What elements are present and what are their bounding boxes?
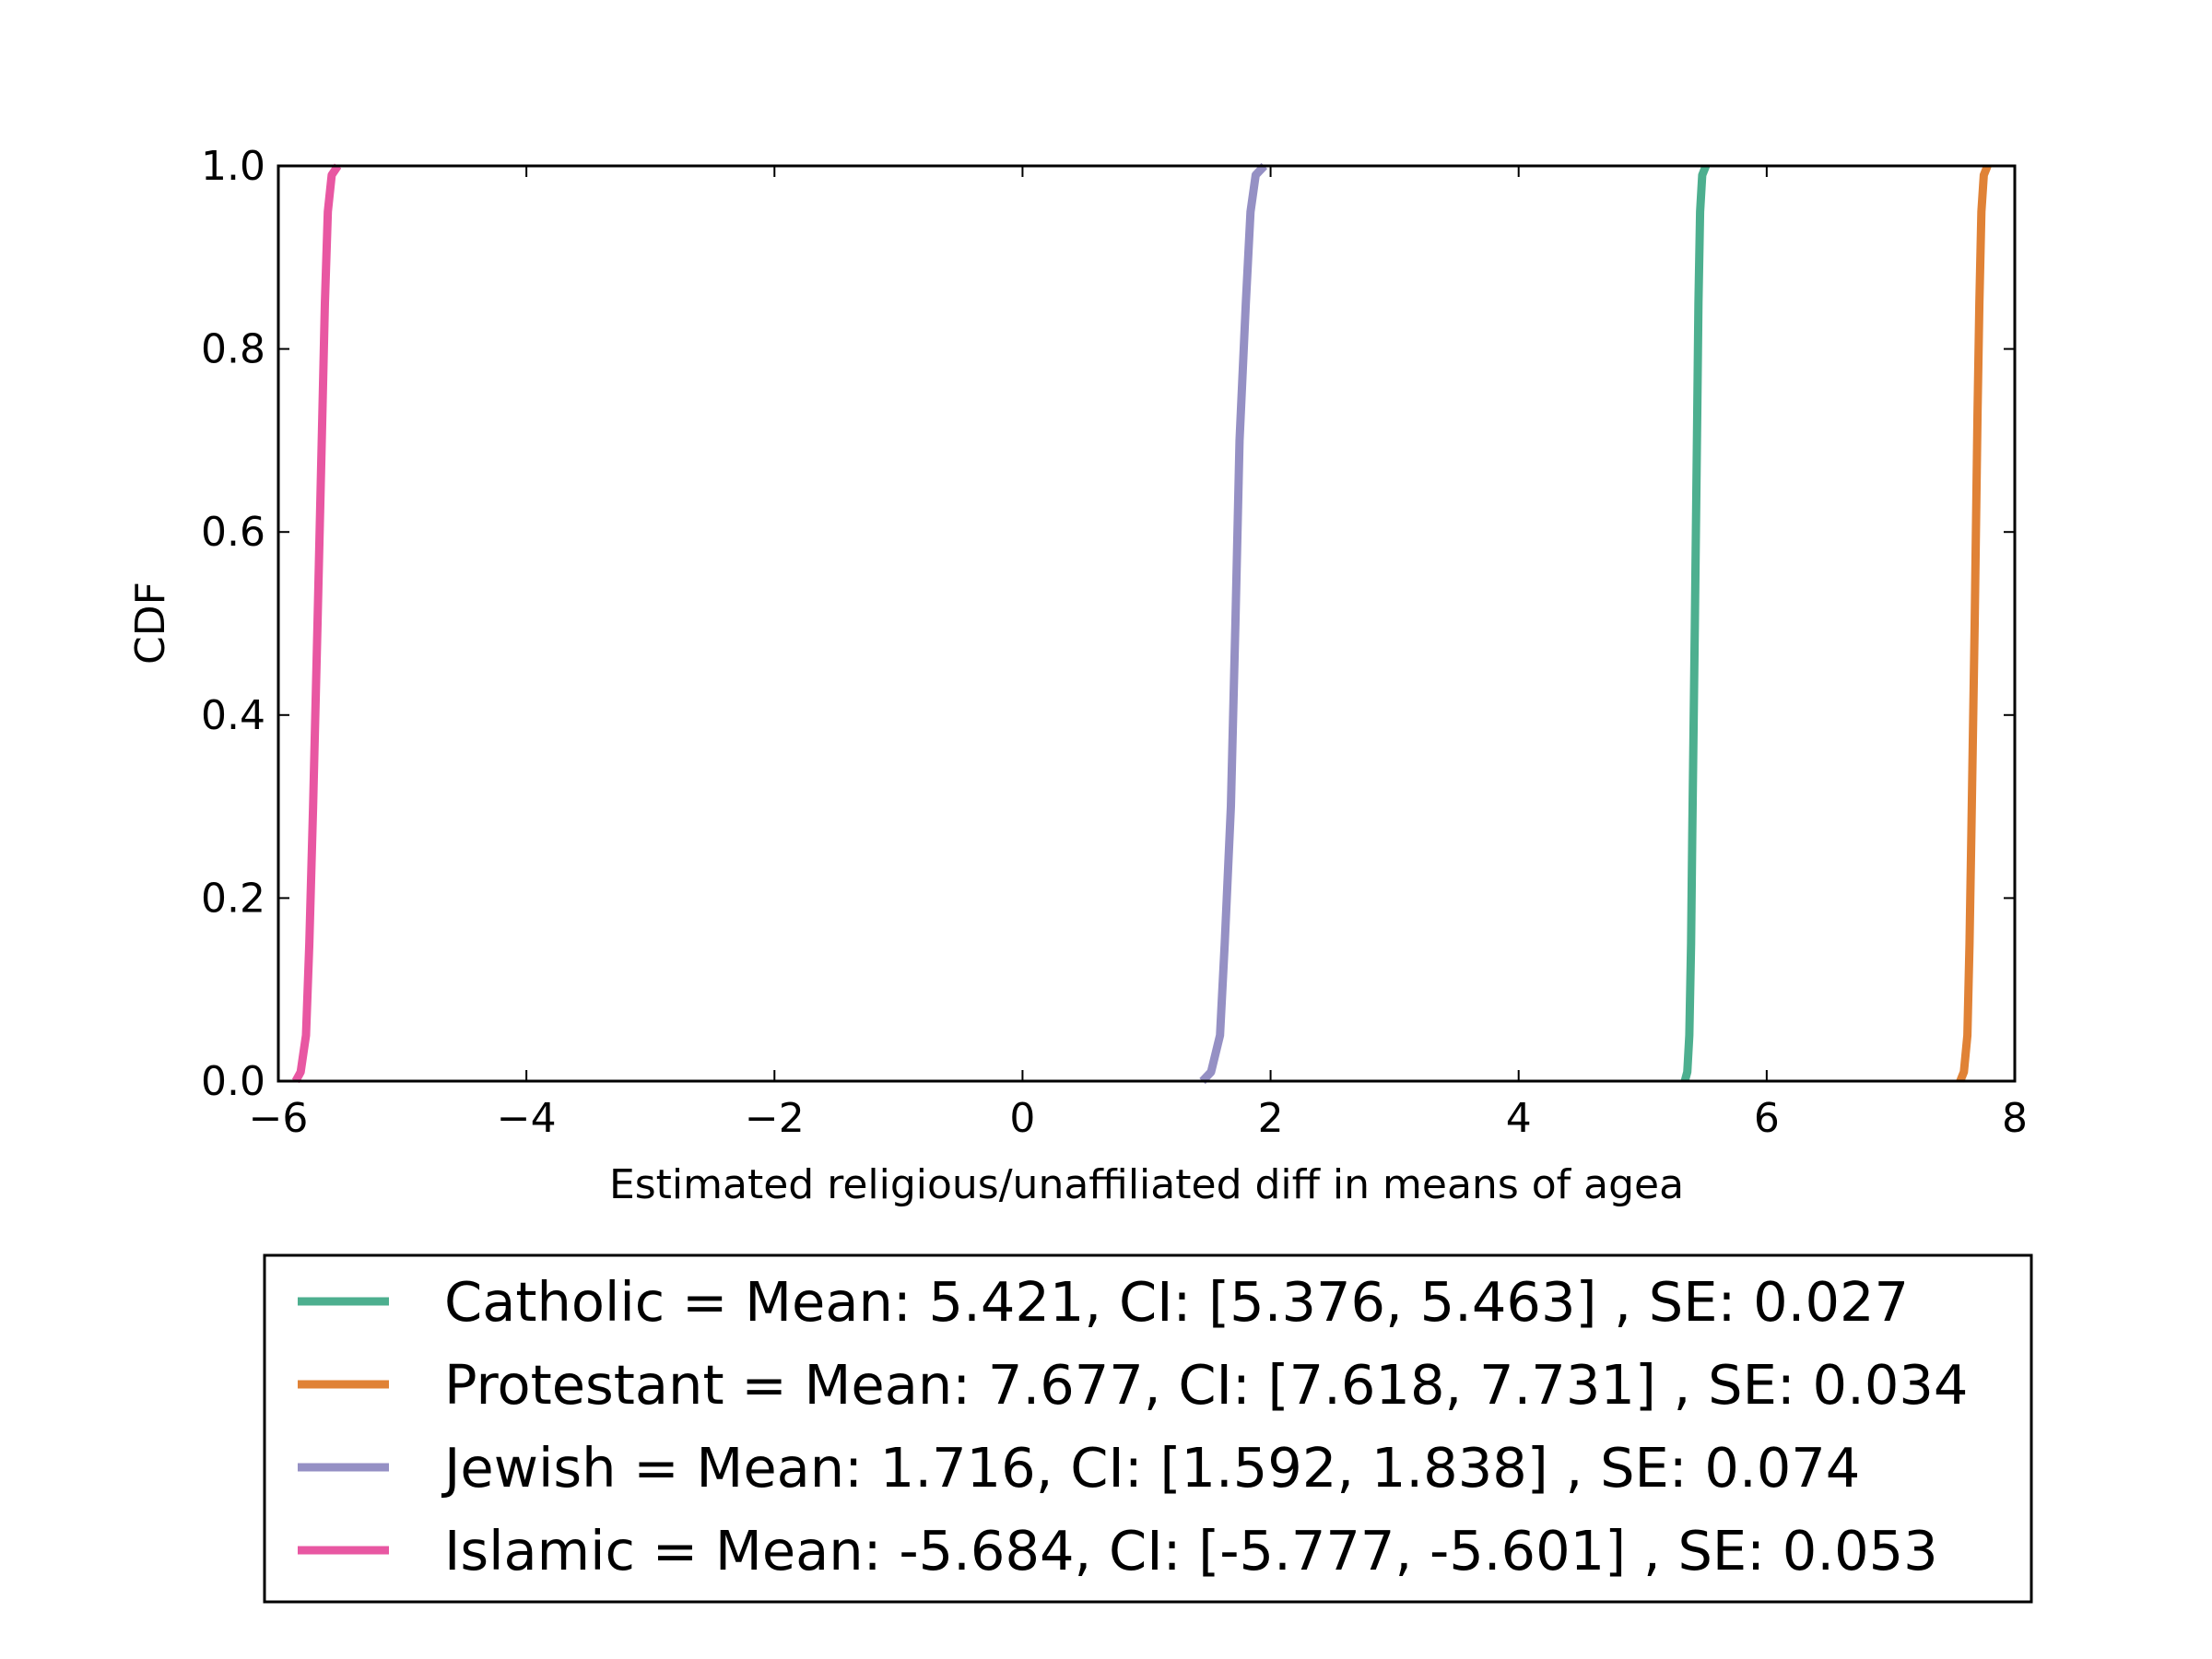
series-line-1 <box>1956 164 1992 1083</box>
legend-label-0: Catholic = Mean: 5.421, CI: [5.376, 5.46… <box>444 1270 1909 1334</box>
legend-box <box>263 1253 2033 1604</box>
y-tick-label: 0.2 <box>201 875 265 922</box>
series-layer <box>291 162 1992 1085</box>
x-tick-label: −6 <box>249 1095 309 1142</box>
y-tick-label: 0.8 <box>201 326 265 373</box>
legend: Catholic = Mean: 5.421, CI: [5.376, 5.46… <box>298 1270 1968 1583</box>
ticks-layer: −6 −4 −2 0 2 4 6 8 0.0 0.2 0.4 0.6 0.8 1.0 <box>201 143 2028 1142</box>
y-tick-label: 0.0 <box>201 1058 265 1105</box>
series-line-2 <box>1199 162 1268 1085</box>
x-tick-label: 6 <box>1754 1095 1780 1142</box>
legend-label-2: Jewish = Mean: 1.716, CI: [1.592, 1.838]… <box>441 1436 1860 1500</box>
x-tick-label: −4 <box>497 1095 557 1142</box>
x-tick-label: 8 <box>2002 1095 2028 1142</box>
x-tick-label: 2 <box>1258 1095 1284 1142</box>
legend-label-1: Protestant = Mean: 7.677, CI: [7.618, 7.… <box>444 1353 1968 1417</box>
legend-label-3: Islamic = Mean: -5.684, CI: [-5.777, -5.… <box>444 1519 1938 1583</box>
y-tick-label: 1.0 <box>201 143 265 190</box>
plot-frame <box>276 164 2017 1083</box>
y-tick-label: 0.6 <box>201 509 265 556</box>
x-tick-label: 0 <box>1009 1095 1035 1142</box>
y-tick-label: 0.4 <box>201 692 265 739</box>
series-line-3 <box>291 163 342 1084</box>
y-axis-label: CDF <box>127 582 174 665</box>
x-tick-label: 4 <box>1506 1095 1532 1142</box>
x-axis-label: Estimated religious/unaffiliated diff in… <box>609 1161 1684 1208</box>
x-tick-label: −2 <box>745 1095 805 1142</box>
series-line-0 <box>1680 164 1711 1083</box>
